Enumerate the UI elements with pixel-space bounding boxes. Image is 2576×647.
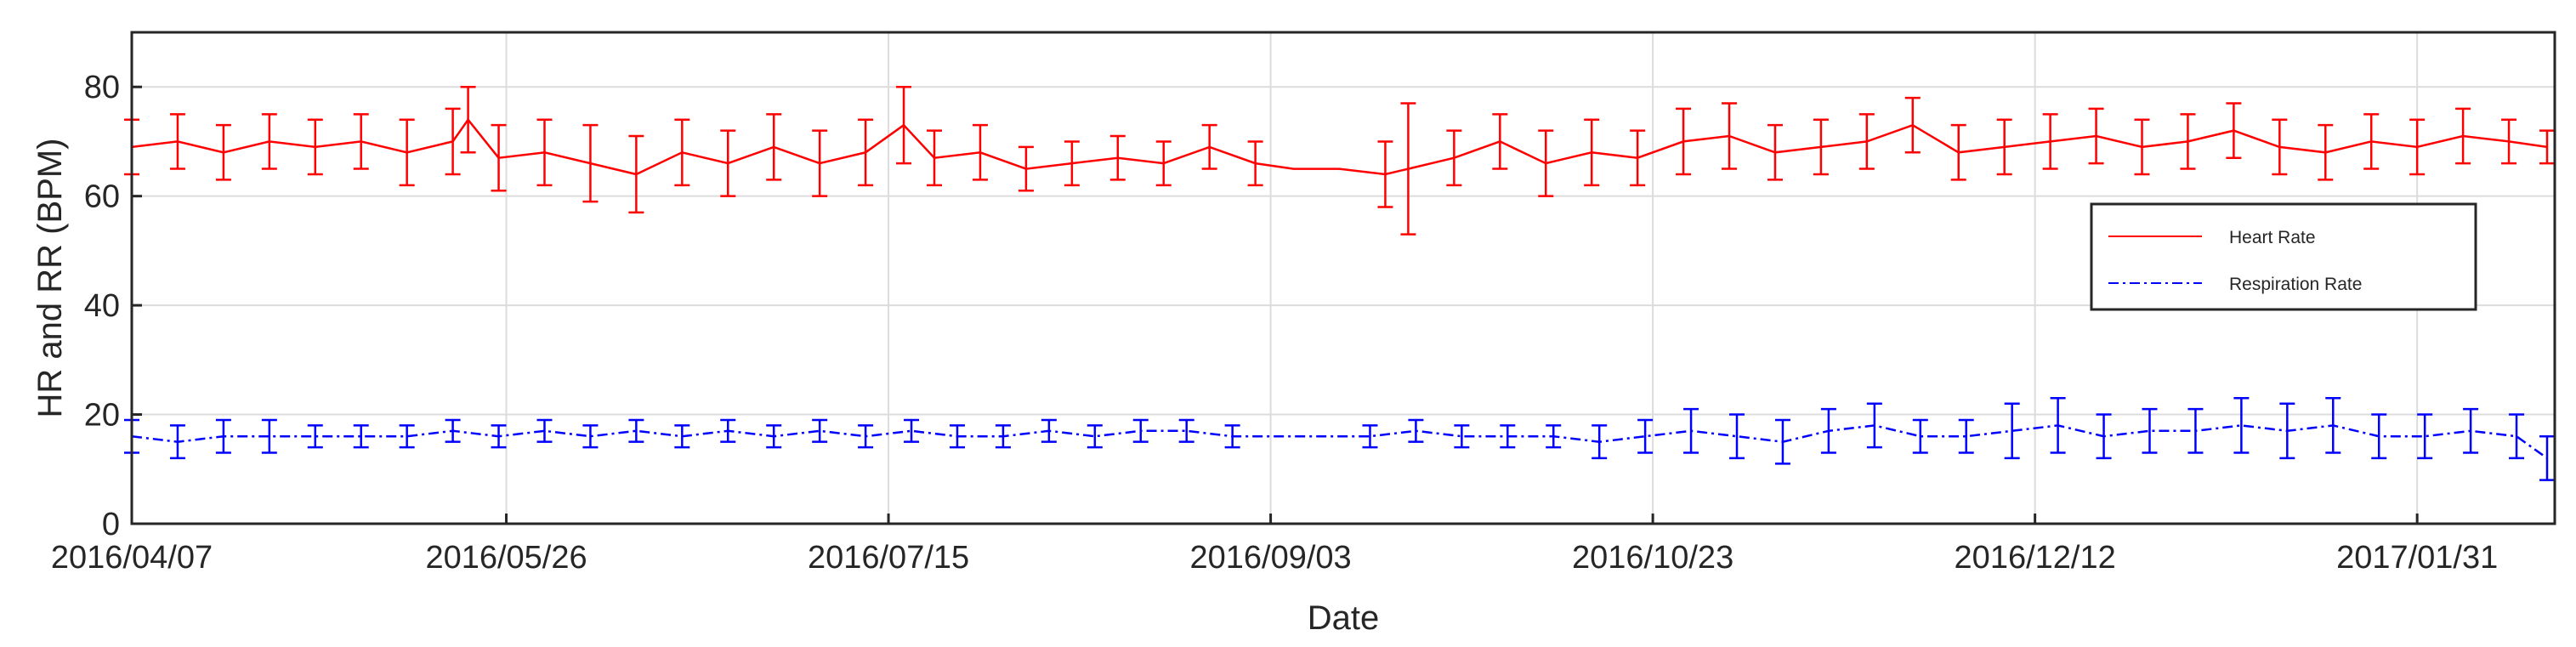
- legend: Heart Rate Respiration Rate: [2090, 202, 2477, 311]
- grid: [132, 32, 2555, 524]
- y-tick-label: 40: [84, 288, 120, 324]
- plot-frame: [130, 31, 2556, 525]
- heart-rate-line: [131, 117, 2548, 176]
- x-tick-label: 2016/12/12: [1955, 540, 2116, 576]
- legend-box: [2090, 202, 2477, 311]
- y-tick-label: 80: [84, 70, 120, 105]
- respiration-rate-series: [124, 397, 2556, 481]
- ticks: 0 20 40 60 80 2016/04/07 2016/05/26 2016/07/15 2…: [51, 70, 2498, 576]
- x-tick-label: 2016/04/07: [51, 540, 213, 576]
- x-tick-label: 2017/01/31: [2336, 540, 2498, 576]
- x-tick-label: 2016/07/15: [808, 540, 969, 576]
- legend-label-respiration-rate: Respiration Rate: [2229, 275, 2362, 294]
- respiration-rate-line: [131, 424, 2548, 459]
- x-axis-label: Date: [1308, 599, 1380, 637]
- legend-label-heart-rate: Heart Rate: [2229, 228, 2316, 247]
- x-tick-label: 2016/10/23: [1572, 540, 1733, 576]
- y-tick-label: 20: [84, 398, 120, 434]
- series-layer: [124, 85, 2556, 481]
- y-tick-label: 60: [84, 179, 120, 215]
- x-tick-label: 2016/05/26: [425, 540, 587, 576]
- y-axis-label: HR and RR (BPM): [31, 139, 69, 418]
- y-tick-label: 0: [102, 507, 120, 542]
- x-tick-label: 2016/09/03: [1189, 540, 1351, 576]
- heart-rate-series: [124, 85, 2556, 236]
